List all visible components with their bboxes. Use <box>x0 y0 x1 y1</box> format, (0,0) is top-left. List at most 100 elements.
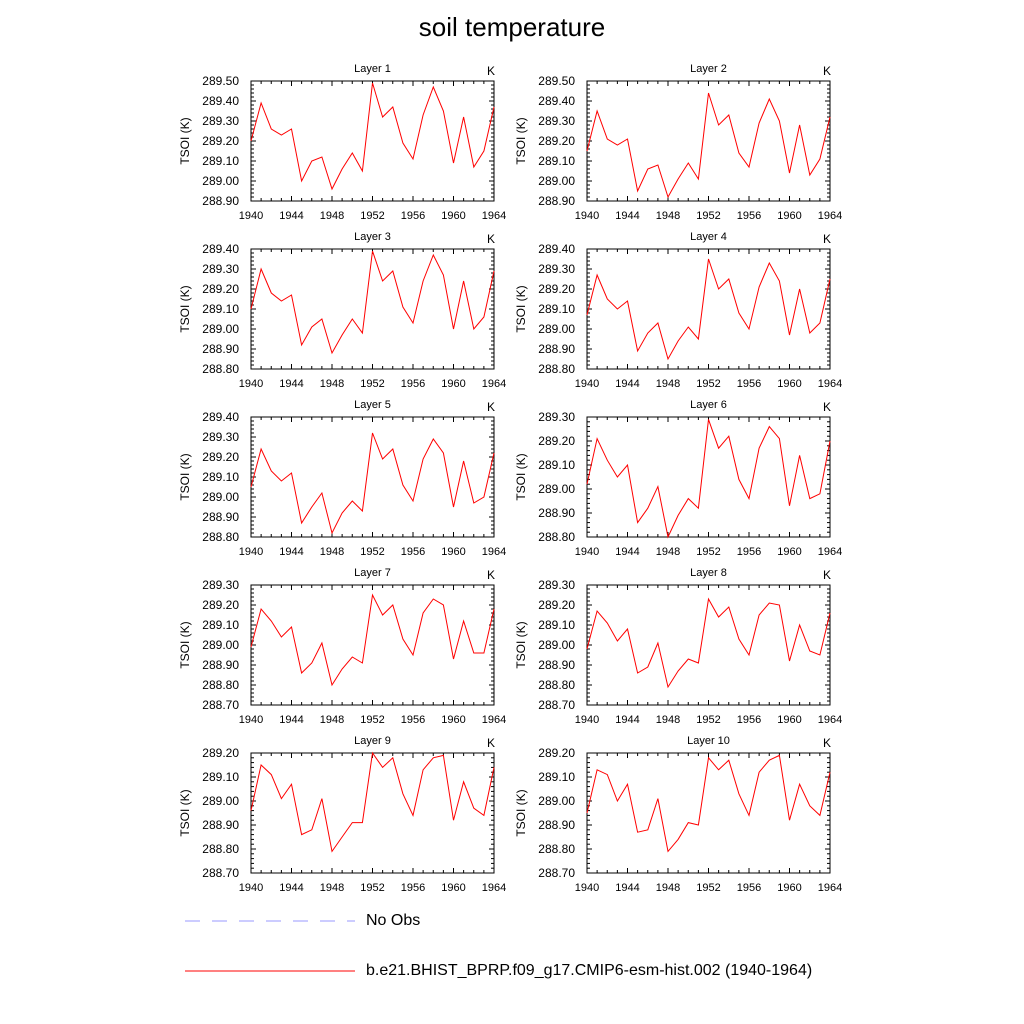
data-point <box>443 755 444 756</box>
data-point <box>352 152 353 153</box>
data-point <box>331 851 332 852</box>
y-tick-label: 288.80 <box>202 842 239 856</box>
data-point <box>342 168 343 169</box>
y-tick-label: 289.10 <box>202 770 239 784</box>
y-tick-label: 288.90 <box>202 342 239 356</box>
x-tick-label: 1964 <box>482 546 506 558</box>
panel-units: K <box>487 400 495 414</box>
data-point <box>779 280 780 281</box>
data-point <box>331 352 332 353</box>
series-line <box>250 751 495 853</box>
data-point <box>372 250 373 251</box>
panel-units: K <box>487 736 495 750</box>
data-point <box>779 604 780 605</box>
data-point <box>311 326 312 327</box>
data-point <box>809 332 810 333</box>
x-tick-label: 1964 <box>482 210 506 222</box>
data-point <box>748 328 749 329</box>
x-tick-label: 1944 <box>279 210 303 222</box>
data-point <box>352 318 353 319</box>
plot-frame <box>586 248 831 370</box>
data-point <box>789 820 790 821</box>
data-point <box>423 280 424 281</box>
x-tick-label: 1960 <box>777 714 801 726</box>
data-point <box>698 508 699 509</box>
x-tick-label: 1952 <box>696 210 720 222</box>
data-point <box>819 322 820 323</box>
x-tick-label: 1952 <box>696 546 720 558</box>
data-point <box>281 480 282 481</box>
data-point <box>769 602 770 603</box>
data-point <box>342 836 343 837</box>
panel-units: K <box>823 400 831 414</box>
y-tick-label: 289.30 <box>202 578 239 592</box>
data-point <box>433 254 434 255</box>
series-line <box>586 92 831 199</box>
data-point <box>362 822 363 823</box>
data-point <box>271 620 272 621</box>
data-point <box>586 484 587 485</box>
data-point <box>728 606 729 607</box>
data-point <box>433 598 434 599</box>
data-point <box>250 646 251 647</box>
y-tick-label: 288.80 <box>538 530 575 544</box>
y-tick-label: 289.00 <box>538 322 575 336</box>
data-point <box>718 288 719 289</box>
y-tick-label: 289.20 <box>202 282 239 296</box>
data-point <box>718 616 719 617</box>
y-tick-label: 289.00 <box>202 794 239 808</box>
x-tick-label: 1964 <box>482 714 506 726</box>
panel-units: K <box>823 64 831 78</box>
data-point <box>678 178 679 179</box>
panel-layer-4: 1940 1944 1948 1952 1956 1960 1964 288.80 288.90… <box>514 231 842 390</box>
x-tick-label: 1964 <box>482 378 506 390</box>
x-tick-label: 1944 <box>615 210 639 222</box>
panel-units: K <box>487 568 495 582</box>
y-axis-label: TSOI (K) <box>514 789 528 836</box>
data-point <box>423 458 424 459</box>
y-tick-label: 289.00 <box>538 638 575 652</box>
data-point <box>362 510 363 511</box>
data-point <box>698 178 699 179</box>
x-tick-label: 1964 <box>818 546 842 558</box>
panel-title: Layer 8 <box>690 567 727 579</box>
x-tick-label: 1940 <box>239 378 263 390</box>
data-point <box>402 793 403 794</box>
x-tick-label: 1944 <box>615 714 639 726</box>
x-tick-label: 1956 <box>401 714 425 726</box>
data-point <box>382 767 383 768</box>
data-point <box>362 332 363 333</box>
panel-layer-1: 1940 1944 1948 1952 1956 1960 1964 288.90 289.00… <box>178 63 506 222</box>
data-point <box>607 298 608 299</box>
x-tick-label: 1956 <box>401 546 425 558</box>
data-point <box>728 114 729 115</box>
series-line <box>586 754 831 853</box>
data-point <box>597 274 598 275</box>
data-point <box>789 334 790 335</box>
y-tick-label: 289.10 <box>202 618 239 632</box>
y-axis-label: TSOI (K) <box>178 117 192 164</box>
x-tick-label: 1960 <box>777 546 801 558</box>
data-point <box>291 626 292 627</box>
data-point <box>718 769 719 770</box>
data-point <box>688 822 689 823</box>
data-point <box>829 612 830 613</box>
data-point <box>412 158 413 159</box>
data-point <box>473 652 474 653</box>
data-point <box>342 512 343 513</box>
data-point <box>688 326 689 327</box>
data-point <box>586 648 587 649</box>
x-tick-label: 1956 <box>401 210 425 222</box>
data-point <box>261 608 262 609</box>
data-point <box>667 196 668 197</box>
data-point <box>331 532 332 533</box>
x-tick-label: 1940 <box>575 546 599 558</box>
x-tick-label: 1940 <box>575 210 599 222</box>
data-point <box>748 815 749 816</box>
panel-layer-5: 1940 1944 1948 1952 1956 1960 1964 288.80 288.90… <box>178 399 506 558</box>
data-point <box>291 294 292 295</box>
y-tick-label: 289.20 <box>538 746 575 760</box>
data-point <box>423 612 424 613</box>
data-point <box>382 458 383 459</box>
data-point <box>402 142 403 143</box>
